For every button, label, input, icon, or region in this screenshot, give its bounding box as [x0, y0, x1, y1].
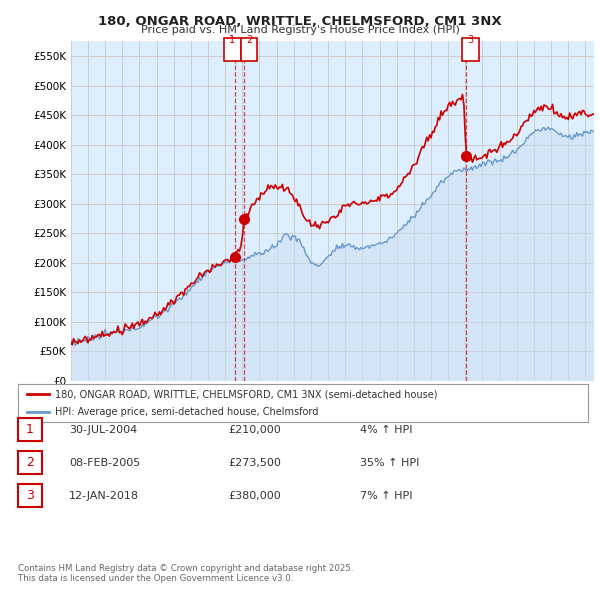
Text: HPI: Average price, semi-detached house, Chelmsford: HPI: Average price, semi-detached house,…	[55, 407, 319, 417]
Text: 12-JAN-2018: 12-JAN-2018	[69, 491, 139, 500]
Text: 2: 2	[246, 35, 252, 44]
Text: 4% ↑ HPI: 4% ↑ HPI	[360, 425, 413, 434]
Text: 3: 3	[26, 489, 34, 502]
Text: 30-JUL-2004: 30-JUL-2004	[69, 425, 137, 434]
Text: 35% ↑ HPI: 35% ↑ HPI	[360, 458, 419, 467]
Text: £273,500: £273,500	[228, 458, 281, 467]
Text: £380,000: £380,000	[228, 491, 281, 500]
Text: 08-FEB-2005: 08-FEB-2005	[69, 458, 140, 467]
Text: Contains HM Land Registry data © Crown copyright and database right 2025.
This d: Contains HM Land Registry data © Crown c…	[18, 563, 353, 583]
Text: 1: 1	[229, 35, 235, 44]
Text: 1: 1	[26, 423, 34, 436]
Text: Price paid vs. HM Land Registry's House Price Index (HPI): Price paid vs. HM Land Registry's House …	[140, 25, 460, 35]
Text: 3: 3	[468, 35, 474, 44]
Text: 180, ONGAR ROAD, WRITTLE, CHELMSFORD, CM1 3NX (semi-detached house): 180, ONGAR ROAD, WRITTLE, CHELMSFORD, CM…	[55, 389, 437, 399]
Text: £210,000: £210,000	[228, 425, 281, 434]
Text: 7% ↑ HPI: 7% ↑ HPI	[360, 491, 413, 500]
Text: 180, ONGAR ROAD, WRITTLE, CHELMSFORD, CM1 3NX: 180, ONGAR ROAD, WRITTLE, CHELMSFORD, CM…	[98, 15, 502, 28]
Text: 2: 2	[26, 456, 34, 469]
